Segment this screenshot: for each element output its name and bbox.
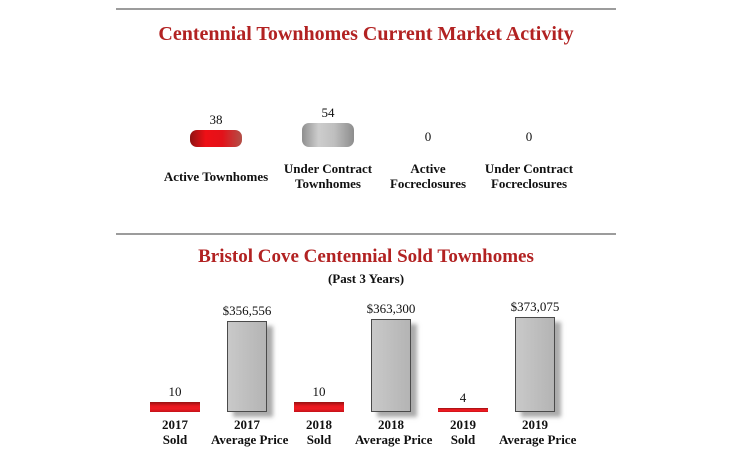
category-label-line: Townhomes xyxy=(295,176,361,191)
bar-plot-area: $363,300 xyxy=(355,298,427,412)
category-label-line: 2018 xyxy=(378,417,404,432)
category-label: Under Contract Townhomes xyxy=(275,161,381,191)
gray-bar xyxy=(227,321,267,412)
category-label-line: Focreclosures xyxy=(389,176,467,191)
category-label: 2017 Average Price xyxy=(211,417,289,447)
chart-column: $363,300 2018 Average Price xyxy=(355,298,433,448)
category-label-line: 2018 xyxy=(306,417,332,432)
red-bar xyxy=(150,402,200,412)
chart-column: 38 Active Townhomes xyxy=(157,99,275,191)
category-label: Under Contract Focreclosures xyxy=(475,161,583,191)
sold-townhomes-chart: 10 2017 Sold $356,556 2017 Average Price 10 201… xyxy=(139,298,616,447)
category-label-line: Active xyxy=(410,161,446,176)
category-label: Active Focreclosures xyxy=(381,161,475,191)
bar-value-label: 4 xyxy=(459,390,467,405)
category-label: 2019 Average Price xyxy=(499,417,577,447)
bar-value-label: $356,556 xyxy=(222,303,272,318)
category-label-line: Average Price xyxy=(499,432,577,447)
bar-plot-area: 54 xyxy=(275,99,381,147)
gray-bar xyxy=(302,123,354,147)
chart-column: 4 2019 Sold xyxy=(427,298,499,447)
bar-value-label: 10 xyxy=(168,384,182,399)
category-label-line: 2017 xyxy=(234,417,260,432)
content-column: Centennial Townhomes Current Market Acti… xyxy=(116,0,616,447)
bar-value-label: 38 xyxy=(209,112,223,127)
bar-value-label: $363,300 xyxy=(366,301,416,316)
category-label: 2018 Sold xyxy=(283,417,355,447)
chart-column: $356,556 2017 Average Price xyxy=(211,298,289,448)
bar-value-label: 10 xyxy=(312,384,326,399)
category-label: 2017 Sold xyxy=(139,417,211,447)
category-label-line: 2019 xyxy=(450,417,476,432)
category-label-line: 2019 xyxy=(522,417,548,432)
top-divider xyxy=(116,8,616,10)
bar-plot-area: $356,556 xyxy=(211,298,283,412)
category-label-line: Active Townhomes xyxy=(163,168,269,184)
gray-bar xyxy=(371,319,411,412)
category-label: 2019 Sold xyxy=(427,417,499,447)
market-activity-chart: 38 Active Townhomes 54 Under Contract Townho… xyxy=(157,99,616,192)
bar-plot-area: 38 xyxy=(157,99,275,147)
category-label-line: Focreclosures xyxy=(490,176,568,191)
category-label: 2018 Average Price xyxy=(355,417,433,447)
gray-bar xyxy=(515,317,555,412)
red-bar xyxy=(438,408,488,412)
bar-value-label: 0 xyxy=(525,129,533,144)
category-label-line: Sold xyxy=(162,432,188,447)
middle-divider xyxy=(116,233,616,235)
chart-column: 54 Under Contract Townhomes xyxy=(275,99,381,192)
category-label-line: 2017 xyxy=(162,417,188,432)
bar-value-label: $373,075 xyxy=(510,299,560,314)
bar-value-label: 0 xyxy=(424,129,432,144)
bar-plot-area: 0 xyxy=(475,99,583,147)
bar-value-label: 54 xyxy=(321,105,335,120)
chart-column: 10 2017 Sold xyxy=(139,298,211,447)
category-label-line: Sold xyxy=(306,432,332,447)
chart1-title: Centennial Townhomes Current Market Acti… xyxy=(158,23,574,45)
category-label-line: Average Price xyxy=(355,432,433,447)
bar-plot-area: 4 xyxy=(427,298,499,412)
bar-plot-area: 10 xyxy=(139,298,211,412)
category-label-line: Under Contract xyxy=(484,161,574,176)
red-bar xyxy=(190,130,242,147)
chart2-title: Bristol Cove Centennial Sold Townhomes xyxy=(198,246,534,267)
chart-column: 0 Under Contract Focreclosures xyxy=(475,99,583,192)
category-label-line: Sold xyxy=(450,432,476,447)
bar-plot-area: $373,075 xyxy=(499,298,571,412)
red-bar xyxy=(294,402,344,412)
chart-column: 10 2018 Sold xyxy=(283,298,355,447)
chart-column: $373,075 2019 Average Price xyxy=(499,298,577,448)
bar-plot-area: 0 xyxy=(381,99,475,147)
category-label: Active Townhomes xyxy=(157,161,275,191)
chart-column: 0 Active Focreclosures xyxy=(381,99,475,192)
chart2-subtitle: (Past 3 Years) xyxy=(327,271,405,286)
category-label-line: Under Contract xyxy=(283,161,373,176)
bar-plot-area: 10 xyxy=(283,298,355,412)
category-label-line: Average Price xyxy=(211,432,289,447)
